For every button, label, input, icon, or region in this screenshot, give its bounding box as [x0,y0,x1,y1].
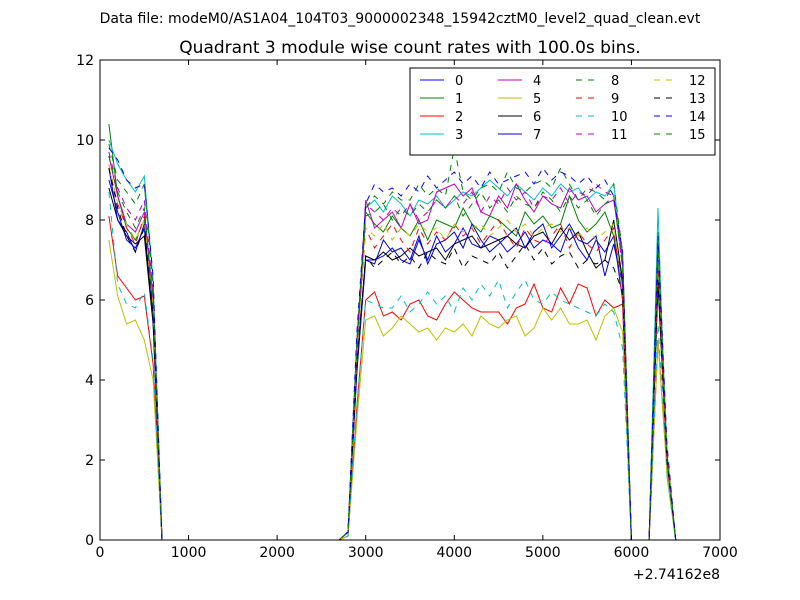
legend-label-4: 4 [533,74,541,89]
series-line-3 [108,139,677,541]
y-tick-label: 2 [85,453,94,469]
y-tick-label: 4 [85,373,94,389]
series-line-1 [108,123,677,541]
series-line-11 [108,151,677,541]
legend-label-8: 8 [611,74,619,89]
series-line-13 [108,167,677,541]
series-group [108,123,677,541]
legend-label-2: 2 [455,110,463,125]
series-line-15 [108,155,677,541]
legend-label-6: 6 [533,110,541,125]
series-line-8 [108,143,677,541]
legend-label-7: 7 [533,128,541,143]
x-tick-label: 6000 [614,545,650,561]
legend-label-14: 14 [689,110,706,125]
legend-label-11: 11 [611,128,628,143]
legend-label-1: 1 [455,92,463,107]
x-tick-label: 0 [96,545,105,561]
legend-label-10: 10 [611,110,628,125]
chart-title: Quadrant 3 module wise count rates with … [179,38,640,58]
x-tick-label: 2000 [259,545,295,561]
series-line-5 [108,239,677,541]
series-line-12 [108,163,677,541]
series-line-4 [108,155,677,541]
legend-label-15: 15 [689,128,706,143]
series-line-10 [108,191,677,541]
y-tick-label: 0 [85,533,94,549]
x-tick-label: 5000 [525,545,561,561]
legend-box [409,67,716,156]
chart-suptitle: Data file: modeM0/AS1A04_104T03_90000023… [100,11,701,27]
series-line-2 [108,215,677,541]
y-tick-label: 8 [85,213,94,229]
series-line-14 [108,147,677,541]
x-tick-label: 4000 [436,545,472,561]
series-line-9 [108,167,677,541]
x-offset-label: +2.74162e8 [633,567,720,583]
x-tick-label: 1000 [171,545,207,561]
legend-label-5: 5 [533,92,541,107]
legend-label-12: 12 [689,74,706,89]
y-tick-label: 10 [76,133,94,149]
y-tick-label: 12 [76,53,94,69]
legend-label-9: 9 [611,92,619,107]
legend-label-0: 0 [455,74,463,89]
y-tick-label: 6 [85,293,94,309]
legend-label-3: 3 [455,128,463,143]
legend-label-13: 13 [689,92,706,107]
series-line-0 [108,179,677,541]
series-line-7 [108,167,677,541]
x-tick-label: 3000 [348,545,384,561]
x-tick-label: 7000 [702,545,738,561]
